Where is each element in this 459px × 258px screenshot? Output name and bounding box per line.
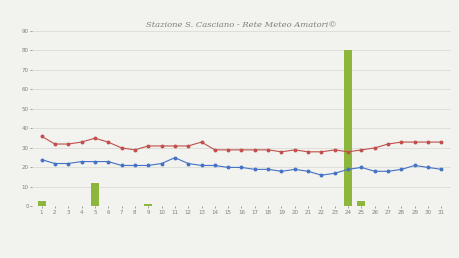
Title: Stazione S. Casciano - Rete Meteo Amatori©: Stazione S. Casciano - Rete Meteo Amator… xyxy=(146,21,336,29)
Bar xyxy=(357,200,365,206)
Bar xyxy=(343,51,352,206)
Bar xyxy=(38,200,45,206)
Bar xyxy=(144,204,152,206)
Bar xyxy=(91,183,99,206)
